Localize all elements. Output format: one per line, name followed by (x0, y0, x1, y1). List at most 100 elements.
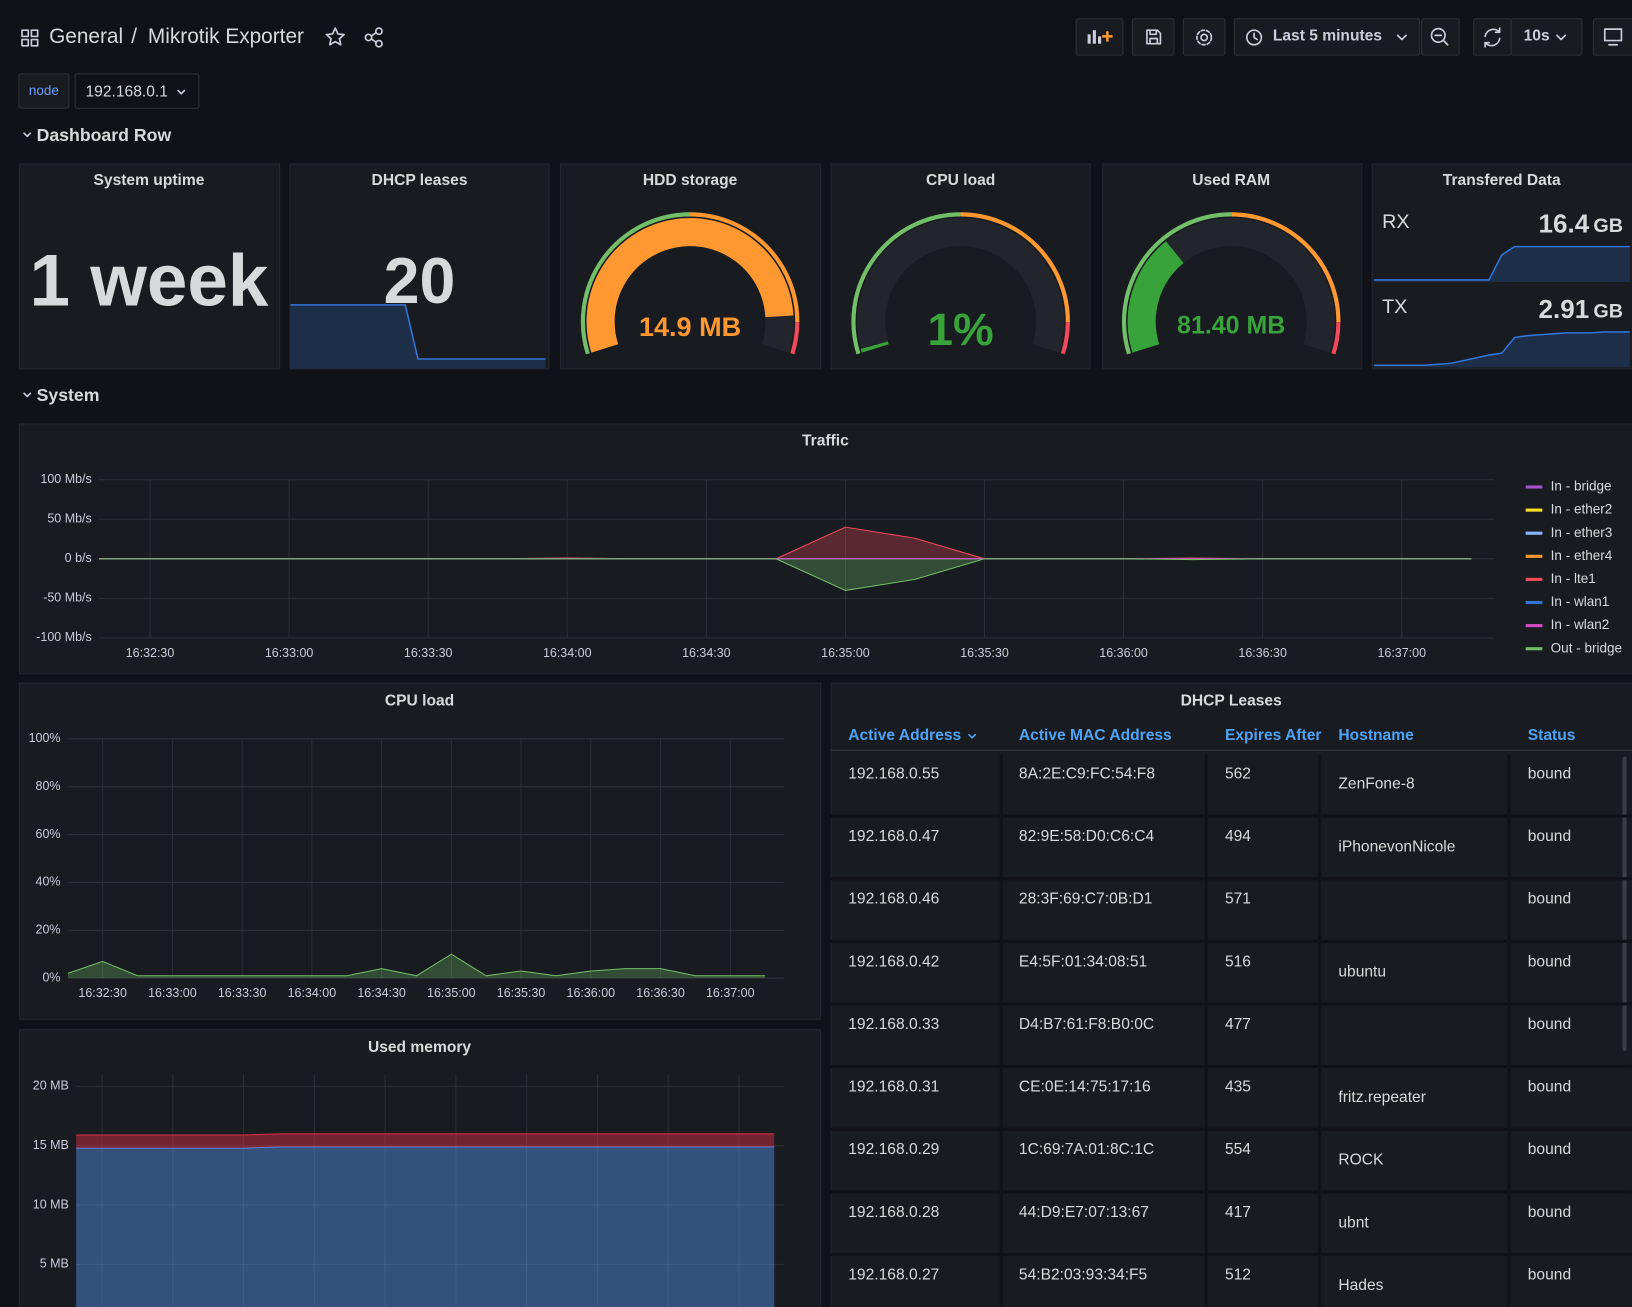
tv-icon (1603, 28, 1623, 46)
panel (18, 1029, 822, 1307)
settings-icon (1196, 29, 1213, 46)
panel-title: DHCP leases (372, 172, 468, 189)
table-cell: 192.168.0.27 (848, 1266, 939, 1283)
save-button[interactable] (1131, 18, 1175, 56)
legend-swatch (1525, 485, 1543, 489)
table-cell: 494 (1225, 828, 1251, 845)
gauges (580, 212, 1341, 355)
tv-mode-button[interactable] (1592, 18, 1632, 56)
table-cell: 192.168.0.33 (848, 1016, 939, 1033)
panel (18, 163, 281, 370)
table-cell: 192.168.0.28 (848, 1204, 939, 1221)
legend-swatch (1525, 554, 1543, 558)
save-icon (1146, 29, 1162, 45)
gauge-value: 14.9 MB (639, 312, 741, 342)
table-cell: 82:9E:58:D0:C6:C4 (1019, 828, 1155, 845)
legend-label[interactable]: In - lte1 (1551, 571, 1596, 586)
panel-title: CPU load (926, 172, 995, 189)
y-tick-label: 5 MB (40, 1257, 69, 1271)
stat-unit: GB (1593, 215, 1623, 237)
refresh-icon (1484, 27, 1501, 48)
panel-title: Used RAM (1192, 172, 1270, 189)
column-header[interactable]: Active MAC Address (1019, 727, 1172, 744)
table-cell: 28:3F:69:C7:0B:D1 (1019, 891, 1153, 908)
legend-label[interactable]: In - bridge (1551, 479, 1612, 494)
table-cell: bound (1528, 1079, 1571, 1096)
y-tick-label: 40% (36, 875, 61, 889)
time-chevron (1396, 34, 1407, 41)
y-tick-label: 15 MB (33, 1138, 69, 1152)
row-title[interactable]: System (37, 385, 100, 405)
x-tick-label: 16:34:30 (682, 646, 731, 660)
table: Active Address Active MAC Address Expires … (830, 727, 1632, 1307)
share-icon[interactable] (364, 27, 383, 48)
panel-title: CPU load (385, 692, 454, 709)
table-cell: iPhonevonNicole (1338, 838, 1455, 855)
table-cell: 477 (1225, 1016, 1251, 1033)
panel (830, 682, 1632, 1307)
legend-label[interactable]: In - wlan2 (1551, 617, 1610, 632)
variable-select[interactable] (74, 73, 200, 109)
legend-swatch (1525, 508, 1543, 512)
gauge-threshold (1060, 322, 1070, 355)
zoom-out-icon (1430, 27, 1449, 46)
x-tick-label: 16:36:00 (567, 986, 616, 1000)
sort-indicator (968, 733, 977, 739)
apps-icon[interactable] (21, 29, 39, 47)
panel (18, 423, 1632, 675)
legend-label[interactable]: In - ether4 (1551, 548, 1613, 563)
refresh-interval-picker[interactable] (1510, 18, 1583, 56)
gauge-bar (586, 218, 794, 353)
x-tick-label: 16:36:30 (1238, 646, 1287, 660)
legend-label[interactable]: In - wlan1 (1551, 594, 1610, 609)
row-chevron[interactable] (23, 392, 32, 398)
y-tick-label: 10 MB (33, 1197, 69, 1211)
x-tick-label: 16:36:30 (636, 986, 685, 1000)
column-header[interactable]: Expires After (1225, 727, 1322, 744)
column-header[interactable]: Active Address (848, 727, 961, 744)
column-header[interactable]: Hostname (1338, 727, 1414, 744)
y-tick-label: 0 b/s (65, 551, 92, 565)
zoom-out-button[interactable] (1421, 18, 1460, 56)
time-picker[interactable] (1233, 18, 1421, 56)
row-title[interactable]: Dashboard Row (37, 125, 172, 145)
table-cell: 192.168.0.42 (848, 953, 939, 970)
stat-value: 16.4 (1539, 209, 1590, 239)
table-cell: 571 (1225, 891, 1251, 908)
x-tick-label: 16:32:30 (126, 646, 175, 660)
area (67, 954, 766, 979)
scrollbar[interactable] (1622, 756, 1627, 1052)
panel-title: Transfered Data (1443, 172, 1561, 189)
table-cell: 435 (1225, 1079, 1251, 1096)
y-tick-label: 100 Mb/s (40, 472, 91, 486)
table-cell: 192.168.0.46 (848, 891, 939, 908)
table-cell: 512 (1225, 1266, 1251, 1283)
settings-button[interactable] (1182, 18, 1226, 56)
variable-value[interactable]: 192.168.0.1 (85, 84, 167, 101)
star-icon[interactable] (325, 27, 345, 46)
panel-title: DHCP Leases (1181, 692, 1282, 709)
sparkline (1373, 331, 1630, 367)
breadcrumb-folder[interactable]: General (49, 25, 123, 48)
sparkline (290, 304, 546, 360)
legend-label[interactable]: Out - bridge (1551, 640, 1622, 655)
time-range[interactable]: Last 5 minutes (1273, 28, 1383, 45)
panel (289, 163, 550, 370)
y-tick-label: 20% (36, 923, 61, 937)
table-cell: 192.168.0.29 (848, 1141, 939, 1158)
legend-label[interactable]: In - ether3 (1551, 525, 1613, 540)
refresh-interval[interactable]: 10s (1524, 28, 1550, 45)
column-header[interactable]: Status (1528, 727, 1576, 744)
stat-name: RX (1382, 211, 1409, 233)
legend-label[interactable]: In - ether2 (1551, 502, 1613, 517)
panel-title: System uptime (94, 172, 205, 189)
plot (76, 1133, 775, 1307)
table-cell: 1C:69:7A:01:8C:1C (1019, 1141, 1154, 1158)
x-tick-label: 16:34:00 (543, 646, 592, 660)
sparkline-area (290, 304, 546, 369)
refresh-button[interactable] (1473, 18, 1512, 56)
area (76, 1146, 775, 1307)
row-chevron[interactable] (23, 132, 32, 138)
